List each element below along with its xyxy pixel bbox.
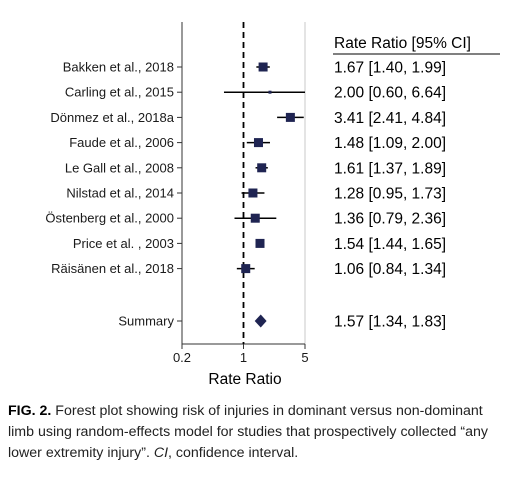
caption-ci-abbrev: CI	[153, 445, 169, 461]
study-row: Le Gall et al., 2008 1.61 [1.37, 1.89]	[65, 160, 446, 177]
rate-ratio-ci-text: 1.61 [1.37, 1.89]	[334, 160, 446, 177]
study-label: Carling et al., 2015	[65, 85, 174, 100]
study-row: Nilstad et al., 2014 1.28 [0.95, 1.73]	[66, 186, 446, 203]
study-row: Östenberg et al., 2000 1.36 [0.79, 2.36]	[45, 211, 446, 228]
rate-ratio-ci-text: 1.67 [1.40, 1.99]	[334, 60, 446, 77]
forest-plot: Bakken et al., 2018 1.67 [1.40, 1.99] Carl…	[45, 22, 500, 388]
study-row: Räisänen et al., 2018 1.06 [0.84, 1.34]	[51, 261, 446, 278]
rate-ratio-ci-text: 1.36 [0.79, 2.36]	[334, 211, 446, 228]
x-tick-label: 0.2	[173, 350, 191, 365]
study-label: Nilstad et al., 2014	[66, 186, 174, 201]
rate-ratio-ci-text: 2.00 [0.60, 6.64]	[334, 85, 446, 102]
study-row: Price et al. , 2003 1.54 [1.44, 1.65]	[73, 236, 446, 253]
study-label: Räisänen et al., 2018	[51, 261, 174, 276]
x-tick-label: 5	[301, 350, 308, 365]
study-row: Dönmez et al., 2018a 3.41 [2.41, 4.84]	[50, 110, 446, 127]
study-label: Price et al. , 2003	[73, 236, 174, 251]
point-estimate-square	[285, 112, 295, 122]
study-label: Le Gall et al., 2008	[65, 160, 174, 175]
x-axis-ticks: 0.2 1 5	[173, 344, 309, 365]
rate-ratio-ci-text: 1.28 [0.95, 1.73]	[334, 186, 446, 203]
caption-text: Forest plot showing risk of injuries in …	[8, 403, 488, 461]
point-estimate-square	[268, 90, 272, 94]
point-estimate-square	[257, 163, 267, 173]
study-row: Faude et al., 2006 1.48 [1.09, 2.00]	[69, 135, 446, 152]
rate-ratio-ci-text: 1.54 [1.44, 1.65]	[334, 236, 446, 253]
study-label: Östenberg et al., 2000	[45, 211, 174, 226]
figure-caption: FIG. 2. Forest plot showing risk of inju…	[8, 401, 500, 464]
study-label: Bakken et al., 2018	[63, 60, 174, 75]
column-header: Rate Ratio [95% CI]	[334, 35, 471, 52]
point-estimate-square	[255, 238, 265, 248]
point-estimate-square	[241, 264, 251, 274]
rate-ratio-ci-text: 1.48 [1.09, 2.00]	[334, 135, 446, 152]
caption-text-end: , confidence interval.	[168, 445, 299, 461]
study-rows: Bakken et al., 2018 1.67 [1.40, 1.99] Carl…	[45, 60, 446, 331]
figure-label: FIG. 2.	[8, 403, 52, 419]
study-label: Faude et al., 2006	[69, 135, 174, 150]
rate-ratio-ci-text: 1.57 [1.34, 1.83]	[334, 314, 446, 331]
rate-ratio-ci-text: 1.06 [0.84, 1.34]	[334, 261, 446, 278]
study-row: Bakken et al., 2018 1.67 [1.40, 1.99]	[63, 60, 446, 77]
summary-diamond	[254, 314, 267, 328]
x-axis-label: Rate Ratio	[208, 371, 281, 388]
point-estimate-square	[250, 213, 260, 223]
x-tick-label: 1	[240, 350, 247, 365]
study-label: Summary	[118, 314, 174, 329]
study-row: Carling et al., 2015 2.00 [0.60, 6.64]	[65, 85, 446, 102]
point-estimate-square	[248, 188, 258, 198]
point-estimate-square	[258, 62, 268, 72]
rate-ratio-ci-text: 3.41 [2.41, 4.84]	[334, 110, 446, 127]
point-estimate-square	[253, 138, 263, 148]
summary-row: Summary 1.57 [1.34, 1.83]	[118, 314, 446, 331]
study-label: Dönmez et al., 2018a	[50, 110, 174, 125]
